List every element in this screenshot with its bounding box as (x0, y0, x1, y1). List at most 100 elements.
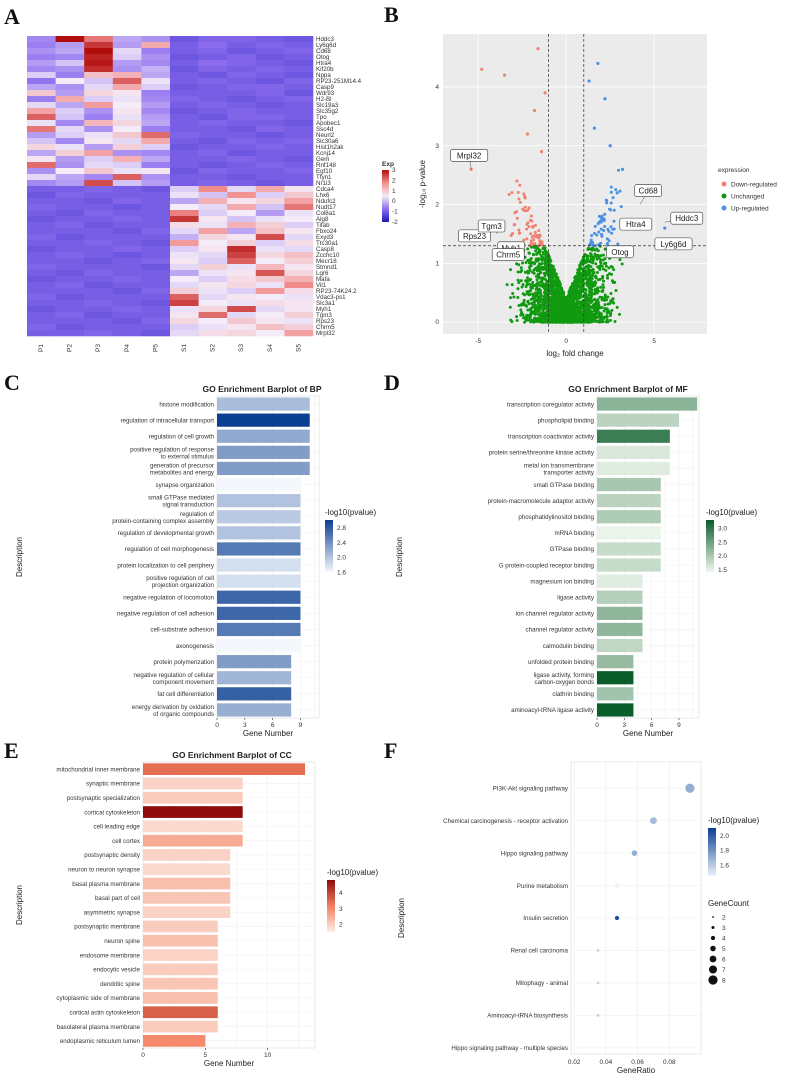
volcano-point (536, 251, 540, 255)
volcano-point (526, 276, 530, 280)
volcano-point (536, 259, 540, 263)
heatmap-row-label: Ly6g6d (316, 42, 337, 49)
heatmap-cell (55, 78, 85, 85)
dotplot-y-axis-label: Description (397, 898, 406, 938)
barplot-bar (597, 558, 661, 572)
heatmap-cell (284, 216, 314, 223)
heatmap-row-label: Nudt17 (316, 204, 337, 211)
heatmap-cell (84, 228, 114, 235)
dotplot-color-legend-tick: 2.0 (720, 833, 729, 840)
barplot-category-label: axonogenesis (176, 643, 214, 650)
heatmap-cell (27, 168, 56, 175)
heatmap-cell (84, 300, 114, 307)
heatmap-cell (84, 120, 114, 127)
heatmap-cell (55, 72, 85, 79)
volcano-point (576, 285, 580, 289)
heatmap-cell (84, 42, 114, 49)
heatmap-cell (84, 276, 114, 283)
heatmap-cell (55, 168, 85, 175)
volcano-point (599, 261, 603, 265)
volcano-point (554, 309, 558, 313)
heatmap-cell (27, 132, 56, 139)
heatmap-cell (227, 150, 257, 157)
heatmap-legend-tick: 0 (392, 198, 396, 205)
volcano-point (599, 219, 603, 223)
volcano-point (539, 150, 544, 154)
barplot-category-label: metal ion transmembrane (524, 462, 595, 469)
volcano-point (610, 265, 614, 269)
volcano-point-label: Otog (611, 248, 628, 257)
volcano-point (534, 223, 538, 227)
panel-letter-d: D (384, 370, 400, 395)
volcano-legend-label: Unchanged (731, 194, 765, 201)
heatmap-cell (141, 150, 171, 157)
heatmap-cell (84, 264, 114, 271)
heatmap-cell (84, 54, 114, 61)
barplot-category-label: ligase activity (557, 594, 595, 601)
heatmap-cell (112, 330, 142, 337)
heatmap-cell (170, 240, 199, 247)
volcano-point (596, 286, 600, 290)
heatmap-cell (27, 84, 56, 91)
heatmap-cell (170, 192, 199, 199)
heatmap-cell (112, 294, 142, 301)
heatmap-cell (198, 324, 228, 331)
heatmap-cell (84, 252, 114, 259)
heatmap-cell (27, 210, 56, 217)
heatmap-cell (170, 60, 199, 67)
volcano-point (527, 289, 531, 293)
heatmap-cell (27, 36, 56, 43)
volcano-point (583, 288, 587, 292)
barplot-category-label: regulation of (180, 511, 214, 518)
volcano-point (528, 315, 532, 319)
volcano-point (563, 316, 567, 320)
heatmap-cell (55, 252, 85, 259)
heatmap-row-label: Neurl2 (316, 132, 335, 139)
volcano-point (603, 257, 607, 261)
heatmap-cell (141, 66, 171, 73)
heatmap-cell (170, 312, 199, 319)
heatmap-cell (255, 126, 285, 133)
heatmap-cell (284, 186, 314, 193)
heatmap-cell (27, 204, 56, 211)
barplot-category-label: neuron spine (104, 938, 140, 945)
volcano-y-tick: 0 (435, 319, 439, 326)
volcano-point (542, 294, 546, 298)
heatmap-cell (198, 228, 228, 235)
volcano-x-tick: -5 (475, 338, 481, 345)
barplot-bar (217, 542, 301, 556)
barplot-category-label: component movement (153, 679, 215, 686)
dotplot-color-legend-bar (708, 828, 716, 876)
volcano-point (531, 281, 535, 285)
heatmap-cell (27, 234, 56, 241)
heatmap-cell (141, 264, 171, 271)
volcano-point (603, 97, 607, 101)
heatmap-cell (55, 138, 85, 145)
heatmap-cell (55, 324, 85, 331)
volcano-point (580, 318, 584, 322)
heatmap-cell (198, 252, 228, 259)
heatmap-cell (141, 258, 171, 265)
volcano-point (536, 47, 540, 51)
heatmap-cell (255, 240, 285, 247)
volcano-point (591, 261, 595, 265)
barplot-bar (597, 590, 643, 604)
heatmap-panel: Hddc3Ly6g6dCd68OtogHtra4Kif20bNppaRP23-2… (27, 36, 398, 352)
heatmap-cell (84, 84, 114, 91)
volcano-point (558, 303, 562, 307)
heatmap-cell (27, 120, 56, 127)
volcano-point (549, 297, 553, 301)
volcano-point (587, 296, 591, 300)
heatmap-cell (112, 234, 142, 241)
volcano-point (529, 256, 533, 260)
heatmap-cell (55, 186, 85, 193)
heatmap-cell (170, 174, 199, 181)
heatmap-cell (112, 288, 142, 295)
volcano-point (598, 277, 602, 281)
heatmap-cell (227, 54, 257, 61)
dotplot-size-legend-label: 2 (722, 915, 726, 922)
heatmap-cell (170, 210, 199, 217)
heatmap-cell (198, 198, 228, 205)
barplot-bar (143, 806, 243, 818)
